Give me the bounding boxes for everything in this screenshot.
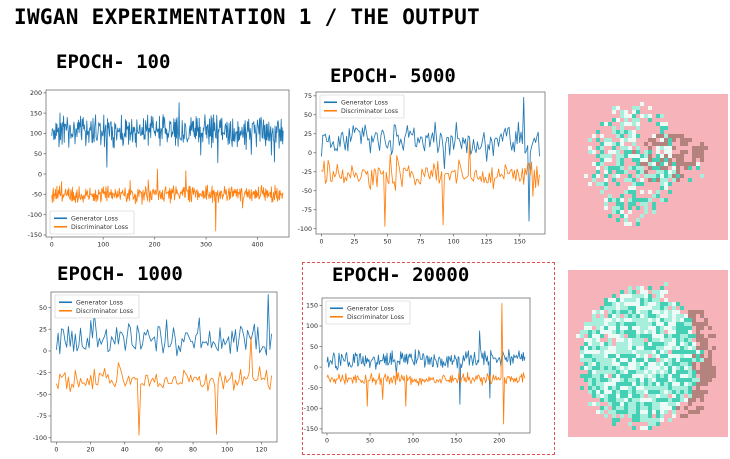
svg-text:Discriminator Loss: Discriminator Loss — [76, 308, 133, 315]
svg-text:-25: -25 — [37, 370, 47, 377]
svg-text:Generator Loss: Generator Loss — [76, 299, 123, 306]
svg-text:200: 200 — [149, 242, 161, 249]
svg-text:60: 60 — [155, 447, 163, 454]
svg-text:200: 200 — [493, 438, 505, 445]
svg-text:50: 50 — [366, 438, 374, 445]
chart-heading-epoch-100: EPOCH- 100 — [56, 51, 171, 73]
svg-text:200: 200 — [30, 90, 42, 97]
svg-text:50: 50 — [39, 305, 47, 312]
svg-text:100: 100 — [407, 438, 419, 445]
svg-text:25: 25 — [304, 131, 312, 138]
svg-text:0: 0 — [314, 364, 318, 371]
svg-text:Discriminator Loss: Discriminator Loss — [347, 314, 404, 321]
svg-text:50: 50 — [304, 112, 312, 119]
highlight-box-epoch-20000 — [302, 262, 555, 455]
svg-text:0: 0 — [319, 239, 323, 246]
svg-text:0: 0 — [38, 171, 42, 178]
svg-text:0: 0 — [54, 447, 58, 454]
svg-text:150: 150 — [450, 438, 462, 445]
svg-text:125: 125 — [481, 239, 493, 246]
svg-text:Discriminator Loss: Discriminator Loss — [71, 224, 128, 231]
chart-heading-epoch-20000: EPOCH- 20000 — [332, 264, 470, 286]
chart-epoch-1000: 50 25 0 -25 -50 -75 -100 0 20 40 60 80 100 120 Generat… — [25, 288, 284, 456]
svg-text:-100: -100 — [28, 212, 42, 219]
svg-text:-75: -75 — [302, 207, 312, 214]
svg-text:100: 100 — [221, 447, 233, 454]
svg-text:100: 100 — [30, 131, 42, 138]
svg-text:75: 75 — [417, 239, 425, 246]
svg-text:-150: -150 — [28, 232, 42, 239]
svg-text:Discriminator Loss: Discriminator Loss — [341, 108, 398, 115]
svg-text:100: 100 — [448, 239, 460, 246]
svg-text:Generator Loss: Generator Loss — [341, 99, 388, 106]
svg-text:-75: -75 — [37, 413, 47, 420]
svg-text:-100: -100 — [304, 406, 318, 413]
svg-text:-100: -100 — [298, 226, 312, 233]
chart-epoch-100: 200 150 100 50 0 -50 -100 -150 0 100 200 300 400 Gene… — [20, 86, 296, 251]
chart-heading-epoch-5000: EPOCH- 5000 — [330, 65, 456, 87]
svg-text:25: 25 — [350, 239, 358, 246]
svg-text:-50: -50 — [302, 188, 312, 195]
svg-text:100: 100 — [306, 323, 318, 330]
svg-text:-50: -50 — [37, 392, 47, 399]
svg-text:100: 100 — [97, 242, 109, 249]
svg-text:50: 50 — [34, 151, 42, 158]
svg-text:300: 300 — [200, 242, 212, 249]
svg-text:75: 75 — [304, 93, 312, 100]
svg-text:40: 40 — [121, 447, 129, 454]
svg-text:Generator Loss: Generator Loss — [347, 305, 394, 312]
svg-text:0: 0 — [50, 242, 54, 249]
svg-text:50: 50 — [310, 344, 318, 351]
svg-text:0: 0 — [325, 438, 329, 445]
chart-epoch-20000: 150 100 50 0 -50 -100 -150 0 50 100 150 200 Generato… — [296, 294, 537, 447]
svg-text:-150: -150 — [304, 426, 318, 433]
svg-text:20: 20 — [87, 447, 95, 454]
svg-text:Generator Loss: Generator Loss — [71, 215, 118, 222]
svg-text:25: 25 — [39, 326, 47, 333]
svg-text:80: 80 — [189, 447, 197, 454]
svg-text:-25: -25 — [302, 169, 312, 176]
svg-text:-100: -100 — [33, 435, 47, 442]
voxel-render-top — [568, 94, 728, 240]
svg-text:400: 400 — [251, 242, 263, 249]
svg-text:50: 50 — [384, 239, 392, 246]
svg-text:150: 150 — [30, 110, 42, 117]
voxel-render-bottom — [568, 270, 728, 437]
svg-text:120: 120 — [255, 447, 267, 454]
svg-text:-50: -50 — [308, 385, 318, 392]
chart-epoch-5000: 75 50 25 0 -25 -50 -75 -100 0 25 50 75 100 125 150 Gene… — [290, 88, 552, 248]
svg-text:150: 150 — [306, 303, 318, 310]
svg-text:0: 0 — [308, 150, 312, 157]
svg-text:-50: -50 — [32, 192, 42, 199]
page-title: IWGAN EXPERIMENTATION 1 / THE OUTPUT — [14, 5, 480, 29]
chart-heading-epoch-1000: EPOCH- 1000 — [57, 263, 183, 285]
svg-text:150: 150 — [514, 239, 526, 246]
svg-text:0: 0 — [43, 348, 47, 355]
